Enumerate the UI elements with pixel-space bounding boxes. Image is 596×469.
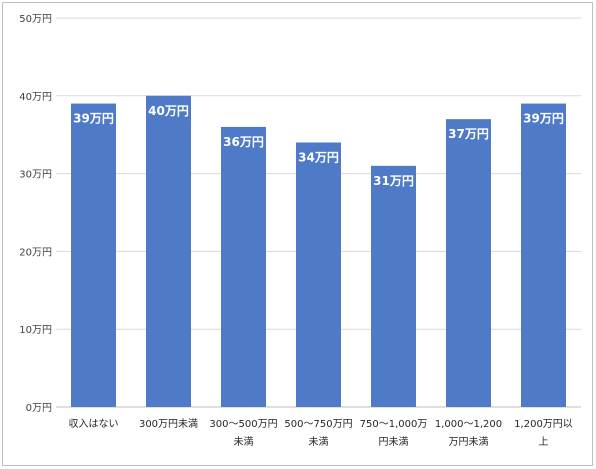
x-tick-label: 円未満	[379, 436, 409, 448]
data-label: 37万円	[448, 127, 489, 141]
bar	[221, 126, 266, 408]
x-tick-label: 未満	[309, 436, 329, 448]
bar	[521, 103, 566, 407]
bar	[296, 142, 341, 408]
bar	[371, 165, 416, 407]
data-label: 34万円	[298, 150, 339, 164]
x-tick-label: 500～750万円	[284, 419, 352, 430]
x-tick-label: 上	[539, 436, 549, 448]
x-tick-label: 300万円未満	[139, 418, 198, 430]
x-tick-label: 300～500万円	[209, 419, 277, 430]
x-tick-label: 万円未満	[449, 436, 489, 448]
y-tick-label: 0万円	[26, 403, 52, 414]
bar	[146, 95, 191, 408]
bar	[446, 119, 491, 407]
data-label: 31万円	[373, 174, 414, 188]
bar	[71, 103, 116, 407]
x-tick-label: 1,200万円以	[514, 419, 573, 430]
data-label: 39万円	[523, 112, 564, 126]
data-label: 39万円	[73, 112, 114, 126]
x-tick-label: 750～1,000万	[360, 419, 428, 430]
x-tick-label: 1,000～1,200	[435, 419, 502, 430]
x-tick-label: 未満	[234, 436, 254, 448]
x-tick-label: 収入はない	[69, 418, 119, 430]
data-label: 40万円	[148, 104, 189, 118]
data-label: 36万円	[223, 135, 264, 149]
y-tick-label: 40万円	[19, 92, 52, 103]
y-tick-label: 30万円	[19, 170, 52, 181]
y-tick-label: 20万円	[19, 247, 52, 258]
y-tick-label: 10万円	[19, 325, 52, 336]
y-tick-label: 50万円	[19, 14, 52, 25]
